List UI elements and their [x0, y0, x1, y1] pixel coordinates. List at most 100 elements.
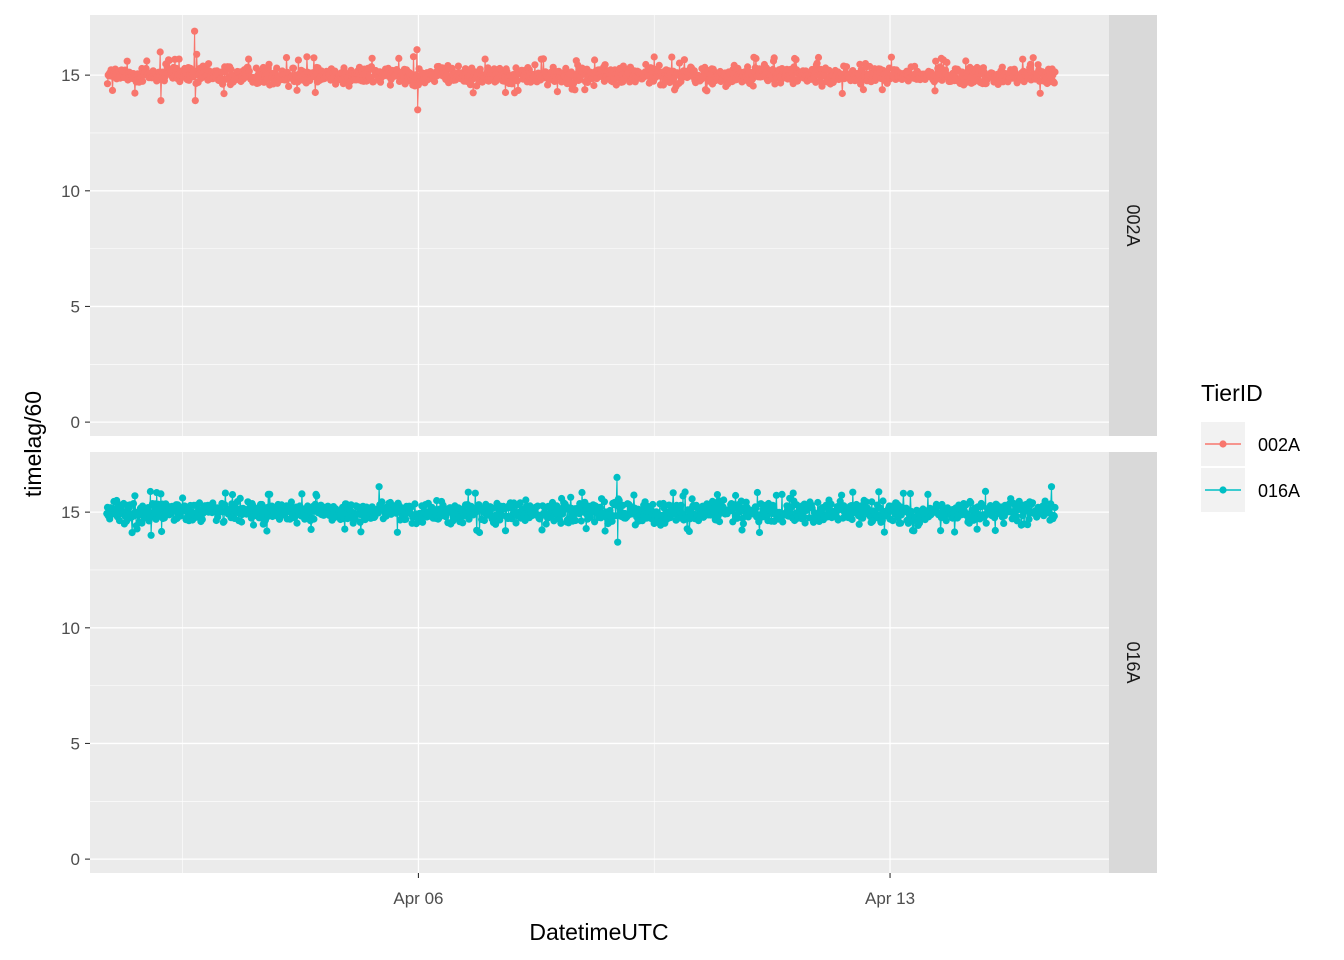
data-point	[769, 501, 777, 509]
data-point	[147, 531, 155, 539]
data-point	[513, 77, 522, 85]
data-point	[1050, 512, 1058, 520]
data-point	[772, 491, 781, 499]
data-point	[245, 67, 253, 75]
data-point	[562, 64, 570, 72]
data-point	[615, 496, 623, 504]
data-point	[419, 518, 427, 526]
panel-002A: 0 5 10 15 002A	[61, 15, 1157, 436]
data-point	[143, 57, 151, 65]
y-tick-label: 10	[61, 619, 80, 638]
data-point	[778, 490, 786, 498]
data-point	[567, 493, 575, 501]
data-point	[293, 86, 301, 94]
data-point	[749, 82, 757, 90]
x-tick-label: Apr 06	[393, 889, 443, 908]
data-point	[395, 54, 403, 63]
data-point	[538, 526, 546, 534]
data-point	[788, 73, 797, 81]
data-point	[924, 490, 932, 498]
data-point	[476, 65, 484, 73]
data-point	[1051, 68, 1059, 76]
data-point	[878, 86, 886, 94]
data-point	[489, 504, 497, 512]
data-point	[481, 55, 489, 63]
data-point	[879, 497, 887, 505]
data-point	[951, 528, 959, 536]
data-point	[859, 514, 867, 522]
data-point	[413, 46, 421, 54]
data-point	[311, 88, 319, 97]
data-point	[899, 489, 908, 497]
data-point	[932, 57, 940, 65]
data-point	[792, 56, 800, 64]
data-point	[471, 489, 479, 497]
data-point	[245, 55, 253, 63]
data-point	[227, 65, 235, 74]
data-point	[221, 489, 229, 497]
data-point	[887, 53, 896, 61]
data-point	[875, 488, 883, 496]
data-point	[375, 483, 383, 491]
data-point	[681, 488, 689, 496]
data-point	[677, 501, 685, 509]
data-point	[254, 79, 262, 87]
data-point	[544, 81, 552, 89]
data-point	[738, 526, 746, 534]
data-point	[191, 97, 199, 105]
data-point	[800, 513, 808, 521]
data-point	[1036, 89, 1044, 97]
y-tick-label: 15	[61, 66, 80, 85]
data-point	[1026, 60, 1034, 68]
data-point	[814, 498, 822, 507]
data-point	[703, 87, 711, 95]
data-point	[744, 513, 752, 521]
data-point	[228, 491, 237, 499]
data-point	[265, 60, 273, 68]
data-point	[838, 491, 846, 499]
data-point	[131, 492, 139, 500]
data-point	[943, 58, 951, 66]
data-point	[590, 81, 598, 90]
data-point	[557, 519, 565, 527]
series-016A	[103, 473, 1059, 546]
data-point	[175, 55, 183, 63]
data-point	[393, 528, 401, 536]
data-point	[596, 503, 604, 511]
legend-key-point	[1219, 440, 1227, 448]
data-point	[341, 525, 349, 533]
data-point	[157, 490, 165, 498]
data-point	[263, 527, 271, 535]
legend-title: TierID	[1201, 380, 1263, 406]
data-point	[655, 61, 663, 69]
data-point	[287, 498, 295, 506]
data-point	[157, 97, 165, 105]
data-point	[236, 494, 244, 502]
panel-background	[90, 452, 1109, 873]
data-point	[715, 518, 724, 526]
data-point	[771, 80, 779, 88]
data-point	[378, 498, 386, 506]
data-point	[205, 60, 213, 68]
data-point	[273, 64, 281, 72]
data-point	[285, 82, 293, 90]
data-point	[973, 525, 981, 533]
data-point	[962, 57, 970, 65]
legend-item-016A: 016A	[1201, 468, 1300, 512]
data-point	[480, 516, 488, 525]
data-point	[282, 54, 291, 62]
data-point	[581, 86, 589, 94]
data-point	[840, 502, 848, 510]
data-point	[814, 53, 823, 62]
data-point	[289, 64, 298, 72]
data-point	[1050, 79, 1058, 87]
data-point	[1000, 519, 1008, 528]
data-point	[647, 64, 655, 72]
data-point	[880, 528, 889, 536]
data-point	[711, 501, 719, 509]
legend-label: 002A	[1258, 435, 1300, 455]
data-point	[304, 502, 312, 510]
data-point	[967, 499, 975, 507]
data-point	[1041, 497, 1049, 505]
